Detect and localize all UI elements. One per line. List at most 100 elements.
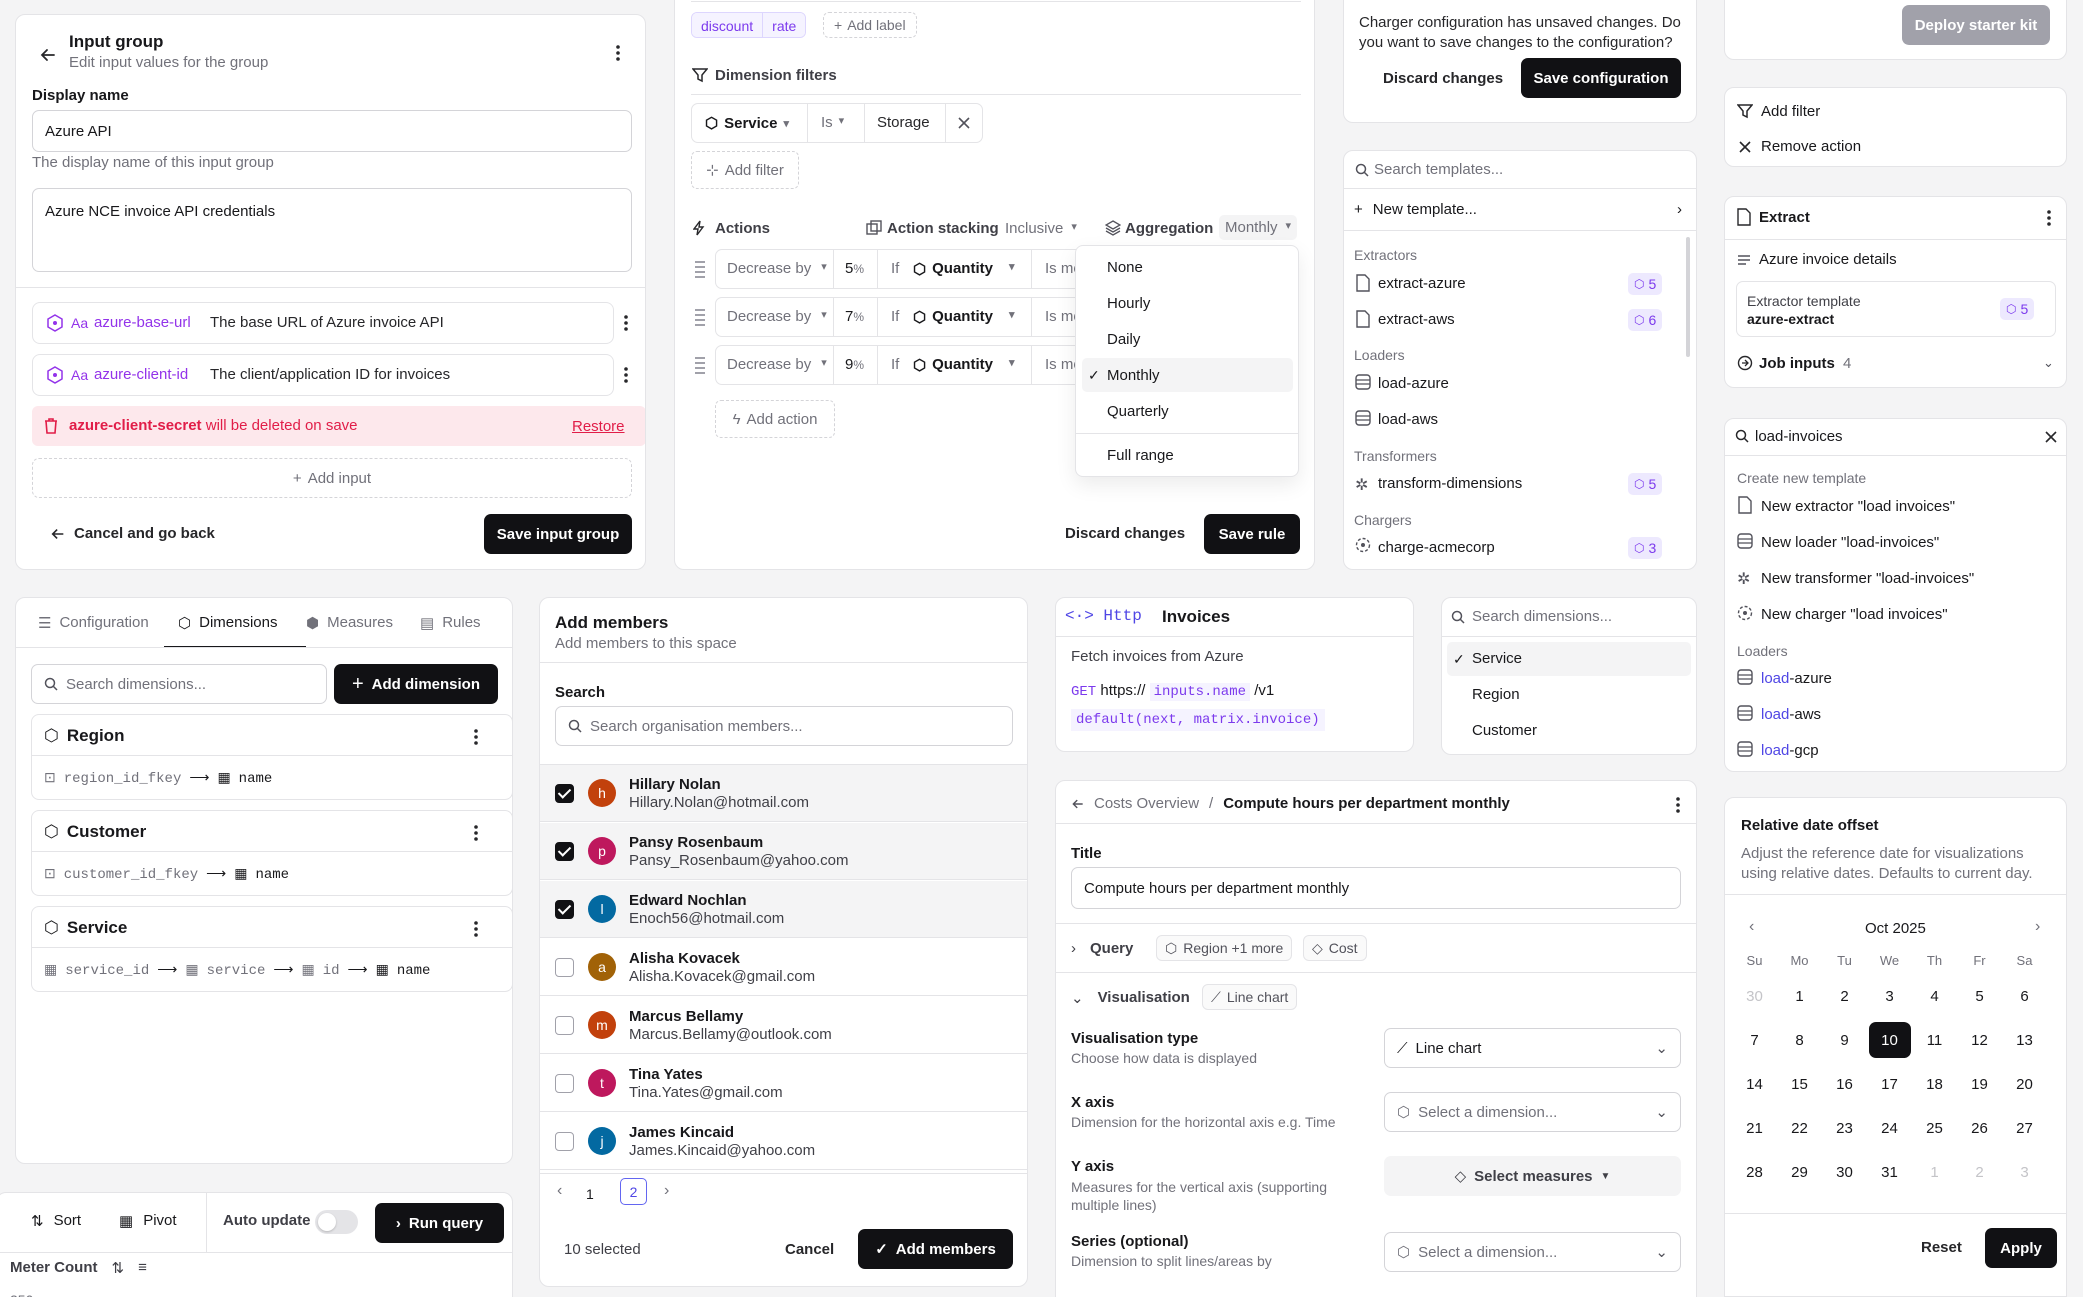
calendar-day[interactable]: 19	[1957, 1062, 2002, 1106]
save-configuration-button[interactable]: Save configuration	[1521, 58, 1681, 98]
discard-config-button[interactable]: Discard changes	[1383, 70, 1503, 87]
template-search-input[interactable]: Search templates...	[1374, 161, 1504, 178]
save-input-group-button[interactable]: Save input group	[484, 514, 632, 554]
description-textarea[interactable]: Azure NCE invoice API credentials	[32, 188, 632, 272]
add-label-button[interactable]: + Add label	[823, 12, 917, 38]
query-section-toggle[interactable]: › Query	[1071, 940, 1133, 957]
dimension-item[interactable]	[31, 810, 512, 896]
calendar-day[interactable]: 21	[1732, 1106, 1777, 1150]
action-amount-input[interactable]: 9%	[845, 356, 864, 373]
calendar-day[interactable]: 1	[1912, 1150, 1957, 1194]
action-dimension-select[interactable]: ⬡ Quantity ▾	[913, 308, 1014, 326]
calendar-day[interactable]: 11	[1912, 1018, 1957, 1062]
select-measures-button[interactable]: ◇ Select measures ▼	[1384, 1156, 1681, 1196]
filter-value[interactable]: Storage	[877, 114, 930, 131]
calendar-day[interactable]: 9	[1822, 1018, 1867, 1062]
calendar-day[interactable]: 13	[2002, 1018, 2047, 1062]
loader-item[interactable]: load-azure	[1761, 670, 1832, 687]
calendar-day[interactable]: 8	[1777, 1018, 1822, 1062]
calendar-day[interactable]: 7	[1732, 1018, 1777, 1062]
calendar-day[interactable]: 12	[1957, 1018, 2002, 1062]
member-row[interactable]: j James Kincaid James.Kincaid@yahoo.com	[540, 1113, 1027, 1170]
calendar-day[interactable]: 31	[1867, 1150, 1912, 1194]
aggregation-select[interactable]: Monthly ▾	[1219, 215, 1298, 240]
action-stacking-select[interactable]: Inclusive ▾	[1005, 220, 1077, 237]
save-rule-button[interactable]: Save rule	[1204, 514, 1300, 554]
pivot-button[interactable]: ▦ Pivot	[119, 1212, 177, 1230]
tab-measures[interactable]: ⬢ Measures	[306, 614, 393, 632]
aggregation-option-daily[interactable]: Daily	[1107, 331, 1141, 348]
new-transformer-item[interactable]: New transformer "load-invoices"	[1761, 570, 1975, 587]
more-vertical-icon[interactable]	[2043, 209, 2055, 227]
calendar-day[interactable]: 25	[1912, 1106, 1957, 1150]
label-discount[interactable]: discount	[692, 13, 763, 37]
page-2-button[interactable]: 2	[620, 1178, 647, 1205]
member-search-input[interactable]: Search organisation members...	[555, 706, 1013, 746]
page-1-button[interactable]: 1	[586, 1186, 594, 1202]
calendar-day[interactable]: 30	[1822, 1150, 1867, 1194]
dimension-item[interactable]	[31, 714, 512, 800]
extractor-template-box[interactable]	[1736, 281, 2056, 337]
chevron-left-icon[interactable]: ‹	[1749, 918, 1755, 935]
more-vertical-icon[interactable]	[470, 920, 482, 938]
member-checkbox[interactable]	[555, 784, 574, 803]
new-charger-item[interactable]: New charger "load invoices"	[1761, 606, 1948, 623]
chevron-left-icon[interactable]: ‹	[557, 1182, 563, 1199]
new-loader-item[interactable]: New loader "load-invoices"	[1761, 534, 1940, 551]
filter-operator-select[interactable]: Is ▾	[821, 114, 844, 131]
calendar-day[interactable]: 4	[1912, 974, 1957, 1018]
calendar-day[interactable]: 17	[1867, 1062, 1912, 1106]
sort-button[interactable]: ⇅ Sort	[31, 1212, 81, 1230]
calendar-day[interactable]: 26	[1957, 1106, 2002, 1150]
template-item[interactable]: extract-azure	[1378, 275, 1466, 292]
tab-rules[interactable]: ▤ Rules	[420, 614, 481, 632]
new-template-item[interactable]: + New template... ›	[1354, 201, 1682, 218]
input-row[interactable]	[32, 354, 614, 396]
calendar-day[interactable]: 5	[1957, 974, 2002, 1018]
tab-dimensions[interactable]: ⬡ Dimensions	[178, 614, 277, 632]
more-vertical-icon[interactable]	[616, 365, 636, 385]
drag-handle-icon[interactable]	[695, 309, 705, 327]
input-row[interactable]	[32, 302, 614, 344]
member-checkbox[interactable]	[555, 842, 574, 861]
add-dimension-button[interactable]: + Add dimension	[334, 664, 498, 704]
more-vertical-icon[interactable]	[1672, 796, 1684, 814]
calendar-day[interactable]: 6	[2002, 974, 2047, 1018]
add-input-button[interactable]: + Add input	[32, 458, 632, 498]
member-checkbox[interactable]	[555, 1132, 574, 1151]
scrollbar[interactable]	[1686, 237, 1690, 357]
add-members-button[interactable]: ✓ Add members	[858, 1229, 1013, 1269]
action-operator-select[interactable]: Is mo	[1045, 260, 1082, 277]
action-operator-select[interactable]: Is mo	[1045, 308, 1082, 325]
action-type-select[interactable]: Decrease by ▾	[727, 308, 827, 325]
new-extractor-item[interactable]: New extractor "load invoices"	[1761, 498, 1956, 515]
add-filter-menu-item[interactable]: Add filter	[1761, 103, 1821, 120]
apply-button[interactable]: Apply	[1985, 1228, 2057, 1268]
more-vertical-icon[interactable]	[608, 41, 628, 65]
restore-link[interactable]: Restore	[572, 418, 625, 435]
loader-item[interactable]: load-gcp	[1761, 742, 1819, 759]
drag-handle-icon[interactable]	[695, 357, 705, 375]
reset-button[interactable]: Reset	[1921, 1239, 1962, 1256]
calendar-day[interactable]: 27	[2002, 1106, 2047, 1150]
action-dimension-select[interactable]: ⬡ Quantity ▾	[913, 356, 1014, 374]
member-row[interactable]: l Edward Nochlan Enoch56@hotmail.com	[540, 881, 1027, 938]
column-header-meter-count[interactable]: Meter Count ⇅ ≡	[10, 1259, 147, 1277]
more-vertical-icon[interactable]	[470, 824, 482, 842]
back-arrow-icon[interactable]	[1071, 797, 1085, 816]
calendar-day[interactable]: 28	[1732, 1150, 1777, 1194]
cancel-button[interactable]: Cancel and go back	[50, 525, 215, 542]
run-query-button[interactable]: › Run query	[375, 1203, 504, 1243]
filter-dimension-select[interactable]: ⬡ Service ▾	[705, 114, 789, 133]
calendar-day[interactable]: 14	[1732, 1062, 1777, 1106]
aggregation-option-hourly[interactable]: Hourly	[1107, 295, 1151, 312]
dimension-search-input[interactable]: Search dimensions...	[31, 664, 327, 704]
label-rate[interactable]: rate	[762, 13, 806, 37]
dimension-option-service[interactable]	[1447, 642, 1691, 676]
calendar-day[interactable]: 22	[1777, 1106, 1822, 1150]
action-dimension-select[interactable]: ⬡ Quantity ▾	[913, 260, 1014, 278]
dimension-item[interactable]	[31, 906, 512, 992]
add-action-button[interactable]: ϟ Add action	[715, 400, 835, 438]
calendar-day[interactable]: 15	[1777, 1062, 1822, 1106]
loader-item[interactable]: load-aws	[1761, 706, 1821, 723]
